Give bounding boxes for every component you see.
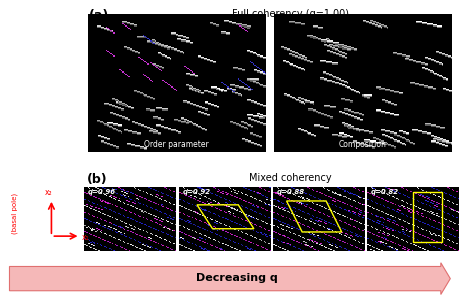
Text: x₁: x₁ [82,233,90,242]
Text: (b): (b) [87,173,107,186]
Text: (a): (a) [89,9,109,23]
Text: Order parameter: Order parameter [144,140,209,149]
Text: Full coherency (q=1.00): Full coherency (q=1.00) [232,9,349,20]
Text: (basal pole): (basal pole) [12,192,18,234]
Text: Decreasing q: Decreasing q [196,273,278,283]
Text: q=0.96: q=0.96 [88,189,116,195]
Text: Composition: Composition [338,140,386,149]
Text: x₂: x₂ [44,188,52,197]
Text: q=0.82: q=0.82 [371,189,399,195]
Text: Mixed coherency: Mixed coherency [249,173,331,183]
Text: q=0.88: q=0.88 [276,189,305,195]
FancyArrow shape [9,263,450,294]
Text: q=0.92: q=0.92 [182,189,210,195]
